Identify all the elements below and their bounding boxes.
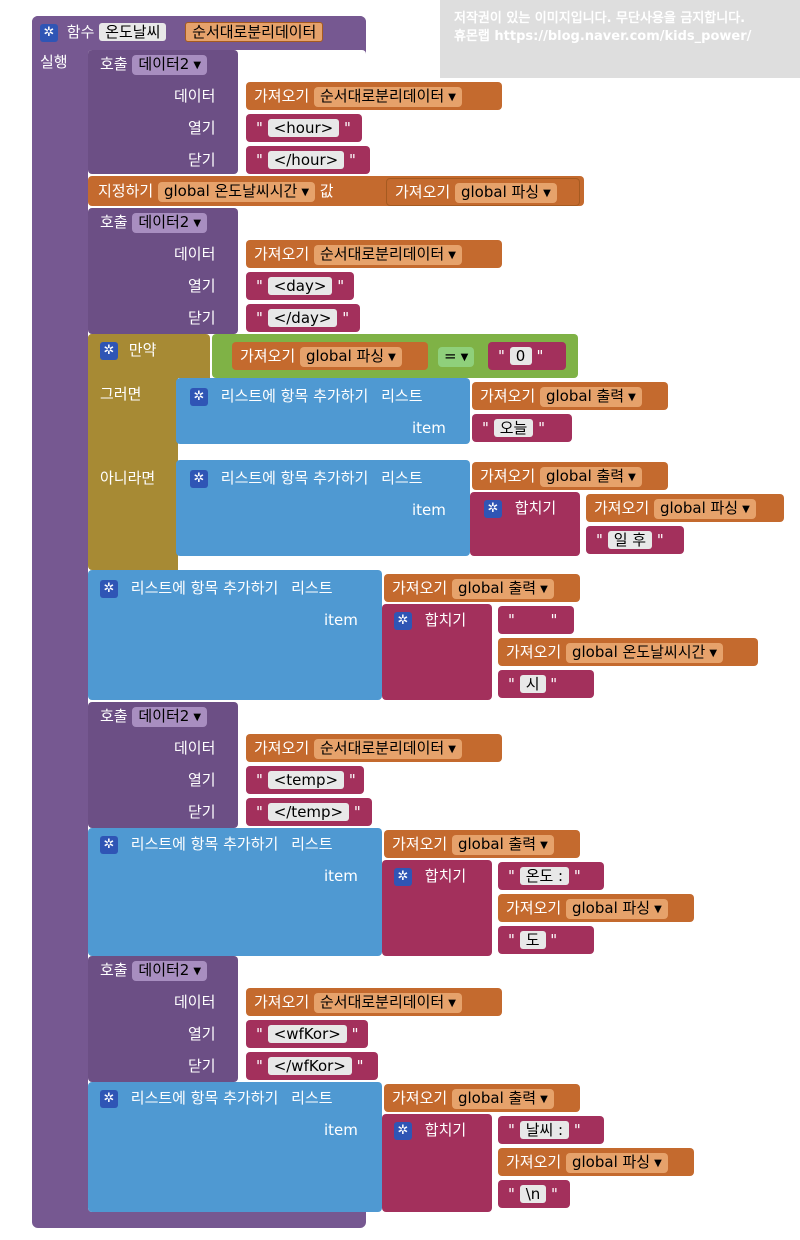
call-proc-dropdown[interactable]: 데이터2 ▼ (132, 55, 208, 75)
gear-icon-join-weather[interactable]: ✲ (394, 1121, 412, 1140)
text-day-close[interactable]: " </day> " (246, 304, 360, 332)
else-label: 아니라면 (100, 469, 156, 487)
procedure-body-label: 실행 (40, 53, 68, 71)
gear-icon-join-time[interactable]: ✲ (394, 611, 412, 630)
procedure-keyword: 함수 (66, 23, 95, 41)
call-close-label: 닫기 (188, 151, 216, 169)
text-temp-open[interactable]: " <temp> " (246, 766, 364, 794)
get-parse-weather[interactable]: 가져오기 global 파싱 ▼ (498, 1148, 694, 1176)
add-items-weather-row: ✲ 리스트에 항목 추가하기 리스트 (100, 1088, 333, 1108)
item-label-weather: item (324, 1121, 358, 1139)
get-time-var[interactable]: 가져오기 global 온도날씨시간 ▼ (498, 638, 758, 666)
text-zero[interactable]: " 0 " (488, 342, 566, 370)
if-label: 만약 (128, 341, 157, 359)
item-label-then: item (412, 419, 446, 437)
add-items-then[interactable] (176, 378, 470, 444)
eq-operator[interactable]: = ▼ (438, 346, 475, 367)
get-parse-else[interactable]: 가져오기 global 파싱 ▼ (586, 494, 784, 522)
gear-icon[interactable]: ✲ (40, 23, 58, 42)
call-data-label-day: 데이터 (174, 245, 216, 263)
get-output-time[interactable]: 가져오기 global 출력 ▼ (384, 574, 580, 602)
get-output-weather[interactable]: 가져오기 global 출력 ▼ (384, 1084, 580, 1112)
call-proc-dropdown-weather[interactable]: 데이터2 ▼ (132, 961, 208, 981)
procedure-header-row: ✲ 함수 온도날씨 순서대로분리데이터 (40, 22, 324, 42)
add-items-else[interactable] (176, 460, 470, 556)
gear-icon-weather[interactable]: ✲ (100, 1089, 118, 1108)
gear-icon-then[interactable]: ✲ (190, 387, 208, 406)
watermark-line2: 휴몬랩 https://blog.naver.com/kids_power/ (454, 29, 752, 44)
call-close-label-weather: 닫기 (188, 1057, 216, 1075)
if-row: ✲ 만약 (100, 340, 156, 360)
procedure-name-field[interactable]: 온도날씨 (99, 23, 167, 41)
call-proc-dropdown-temp[interactable]: 데이터2 ▼ (132, 707, 208, 727)
add-items-weather[interactable] (88, 1082, 382, 1212)
add-items-time[interactable] (88, 570, 382, 700)
get-sorted-data-weather[interactable]: 가져오기 순서대로분리데이터 ▼ (246, 988, 502, 1016)
add-items-else-row: ✲ 리스트에 항목 추가하기 리스트 (190, 468, 423, 488)
call-close-label-temp: 닫기 (188, 803, 216, 821)
add-items-time-row: ✲ 리스트에 항목 추가하기 리스트 (100, 578, 333, 598)
call-close-label-day: 닫기 (188, 309, 216, 327)
call-label: 호출 (100, 55, 128, 73)
text-wf-open[interactable]: " <wfKor> " (246, 1020, 368, 1048)
text-temp-prefix[interactable]: " 온도 : " (498, 862, 604, 890)
watermark-line1: 저작권이 있는 이미지입니다. 무단사용을 금지합니다. (454, 11, 746, 26)
text-hour-suffix[interactable]: " 시 " (498, 670, 594, 698)
procedure-param[interactable]: 순서대로분리데이터 (185, 22, 324, 42)
watermark: 저작권이 있는 이미지입니다. 무단사용을 금지합니다. 휴몬랩 https:/… (440, 0, 800, 78)
text-space[interactable]: " " (498, 606, 574, 634)
text-deg[interactable]: " 도 " (498, 926, 594, 954)
get-sorted-data-day[interactable]: 가져오기 순서대로분리데이터 ▼ (246, 240, 502, 268)
call-data-label-temp: 데이터 (174, 739, 216, 757)
text-hour-close[interactable]: " </hour> " (246, 146, 370, 174)
item-label-temp: item (324, 867, 358, 885)
text-wf-close[interactable]: " </wfKor> " (246, 1052, 378, 1080)
join-row-weather: ✲ 합치기 (394, 1120, 466, 1140)
text-day-open[interactable]: " <day> " (246, 272, 354, 300)
call-open-label: 열기 (188, 119, 216, 137)
text-days-later[interactable]: " 일 후 " (586, 526, 684, 554)
gear-icon-temp[interactable]: ✲ (100, 835, 118, 854)
gear-icon-else[interactable]: ✲ (190, 469, 208, 488)
item-label-else: item (412, 501, 446, 519)
gear-icon-join-else[interactable]: ✲ (484, 499, 502, 518)
call-open-label-weather: 열기 (188, 1025, 216, 1043)
get-parse-temp[interactable]: 가져오기 global 파싱 ▼ (498, 894, 694, 922)
get-parse-compare[interactable]: 가져오기 global 파싱 ▼ (232, 342, 428, 370)
text-hour-open[interactable]: " <hour> " (246, 114, 362, 142)
add-items-then-row: ✲ 리스트에 항목 추가하기 리스트 (190, 386, 423, 406)
call-row-weather: 호출 데이터2 ▼ (100, 960, 208, 981)
get-output-else[interactable]: 가져오기 global 출력 ▼ (472, 462, 668, 490)
set-var-dropdown: global 온도날씨시간 ▼ (157, 182, 316, 202)
text-weather-prefix[interactable]: " 날씨 : " (498, 1116, 604, 1144)
get-parse-1[interactable]: 가져오기 global 파싱 ▼ (386, 178, 580, 206)
call-row: 호출 데이터2 ▼ (100, 54, 208, 75)
call-row-day: 호출 데이터2 ▼ (100, 212, 208, 233)
then-label: 그러면 (100, 385, 142, 403)
text-temp-close[interactable]: " </temp> " (246, 798, 372, 826)
get-sorted-data-temp[interactable]: 가져오기 순서대로분리데이터 ▼ (246, 734, 502, 762)
item-label-time: item (324, 611, 358, 629)
text-newline[interactable]: " \n " (498, 1180, 570, 1208)
gear-icon-if[interactable]: ✲ (100, 341, 118, 360)
gear-icon-join-temp[interactable]: ✲ (394, 867, 412, 886)
get-output-then[interactable]: 가져오기 global 출력 ▼ (472, 382, 668, 410)
join-row-time: ✲ 합치기 (394, 610, 466, 630)
get-sorted-data[interactable]: 가져오기 순서대로분리데이터 ▼ (246, 82, 502, 110)
add-items-temp-row: ✲ 리스트에 항목 추가하기 리스트 (100, 834, 333, 854)
call-row-temp: 호출 데이터2 ▼ (100, 706, 208, 727)
add-items-temp[interactable] (88, 828, 382, 956)
var-dropdown: 순서대로분리데이터 ▼ (313, 87, 462, 107)
join-row-temp: ✲ 합치기 (394, 866, 466, 886)
text-today[interactable]: " 오늘 " (472, 414, 572, 442)
gear-icon-time[interactable]: ✲ (100, 579, 118, 598)
get-output-temp[interactable]: 가져오기 global 출력 ▼ (384, 830, 580, 858)
call-open-label-day: 열기 (188, 277, 216, 295)
join-row-else: ✲ 합치기 (484, 498, 556, 518)
call-data-label-weather: 데이터 (174, 993, 216, 1011)
call-open-label-temp: 열기 (188, 771, 216, 789)
call-proc-dropdown-day[interactable]: 데이터2 ▼ (132, 213, 208, 233)
call-data-label: 데이터 (174, 87, 216, 105)
